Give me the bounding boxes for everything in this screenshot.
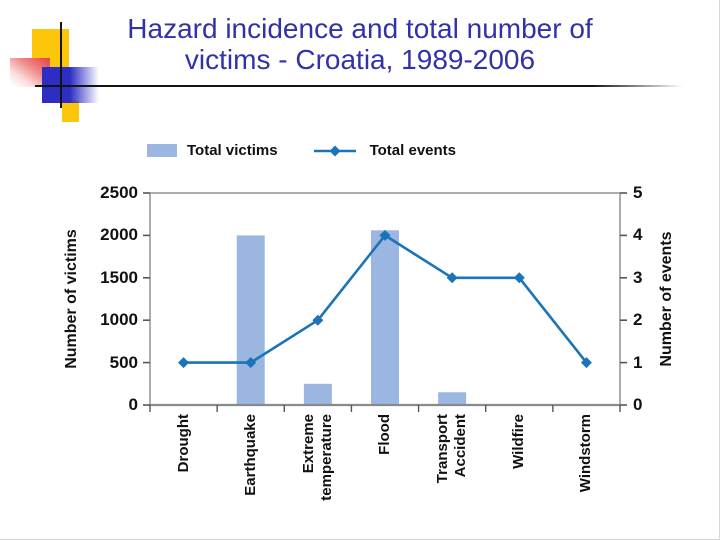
legend-events-label: Total events	[369, 142, 457, 159]
y-left-tick-label: 2500	[100, 183, 138, 202]
title-line-2: victims - Croatia, 1989-2006	[184, 44, 536, 75]
bar-transport-accident	[438, 392, 467, 405]
slide-title: Hazard incidence and total number of vic…	[0, 13, 720, 75]
x-category-label: Windstorm	[577, 414, 595, 493]
y-right-tick-label: 2	[633, 310, 643, 330]
y-right-tick-label: 1	[633, 352, 643, 372]
bar-extreme-temperature	[303, 383, 332, 405]
x-category-label: Transport Accident	[434, 414, 470, 484]
x-category-label: Earthquake	[241, 414, 259, 496]
decoration-vertical-line	[60, 22, 62, 108]
data-point-marker	[446, 272, 458, 284]
y-right-tick-label: 0	[633, 395, 643, 414]
y-left-tick-label: 2000	[100, 225, 138, 245]
y-right-tick-label: 3	[633, 267, 643, 287]
data-point-marker	[178, 357, 190, 369]
data-point-marker	[312, 314, 324, 326]
decoration-horizontal-rule	[35, 85, 683, 87]
y-left-tick-label: 1000	[100, 310, 138, 330]
x-category-label: Flood	[376, 414, 393, 455]
y-right-tick-label: 5	[633, 183, 643, 202]
x-category-label: Extreme temperature	[299, 414, 335, 501]
legend-victims-label: Total victims	[187, 142, 278, 159]
left-axis-title: Number of victims	[63, 229, 80, 369]
title-line-1: Hazard incidence and total number of	[127, 13, 593, 44]
data-point-marker	[580, 357, 592, 369]
legend-victims-swatch	[147, 144, 177, 157]
data-point-marker	[379, 229, 391, 241]
data-point-marker	[513, 272, 525, 284]
bar-earthquake	[236, 235, 265, 405]
y-left-tick-label: 1500	[100, 267, 138, 287]
bar-flood	[371, 230, 399, 405]
right-axis-title: Number of events	[658, 231, 675, 367]
legend-events-marker-icon	[313, 145, 356, 156]
chart-legend: Total victims Total events	[147, 142, 456, 159]
y-left-tick-label: 500	[109, 352, 138, 372]
x-category-label: Wildfire	[510, 414, 528, 469]
x-category-label: Drought	[174, 414, 192, 473]
data-point-marker	[245, 357, 257, 369]
y-left-tick-label: 0	[128, 395, 138, 414]
decoration-yellow-strip	[62, 101, 79, 122]
y-right-tick-label: 4	[633, 225, 643, 245]
